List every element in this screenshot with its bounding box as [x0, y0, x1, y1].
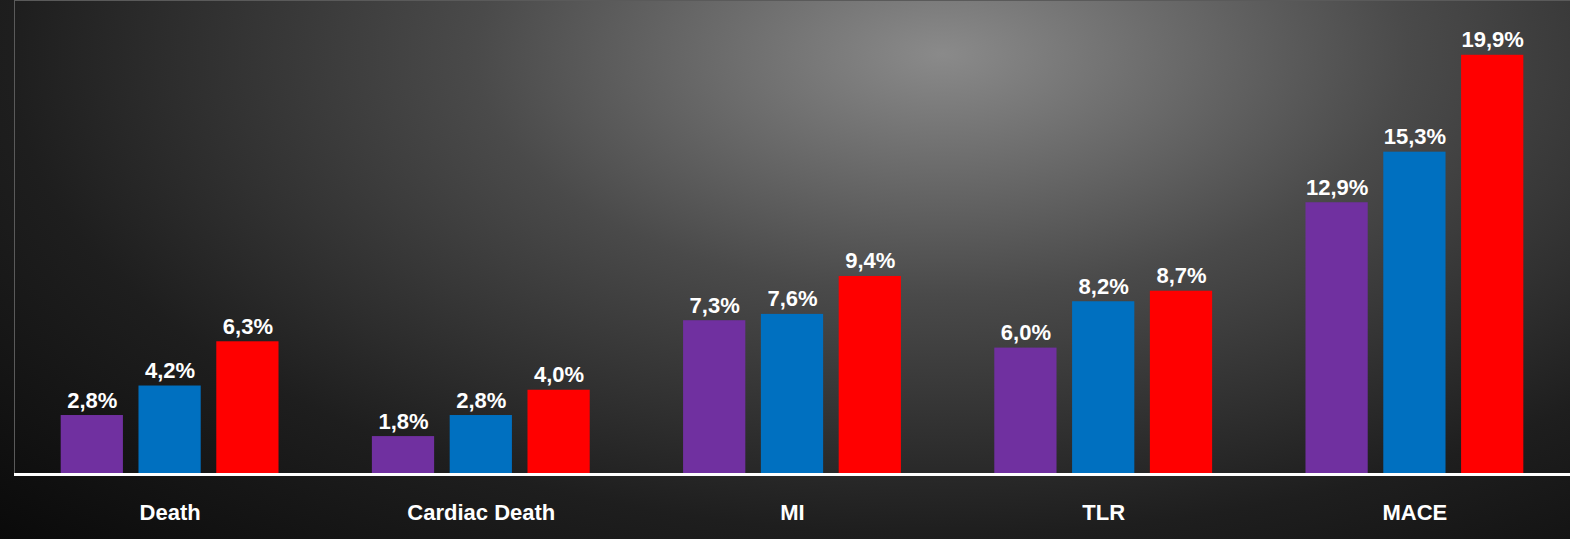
svg-text:6,0%: 6,0%	[1001, 320, 1051, 345]
svg-text:Cardiac Death: Cardiac Death	[407, 500, 555, 525]
svg-text:1,8%: 1,8%	[378, 409, 428, 434]
svg-text:6,3%: 6,3%	[223, 314, 273, 339]
svg-text:7,3%: 7,3%	[690, 293, 740, 318]
svg-text:12,9%: 12,9%	[1306, 175, 1368, 200]
svg-text:19,9%: 19,9%	[1462, 27, 1524, 52]
svg-text:15,3%: 15,3%	[1384, 124, 1446, 149]
svg-text:7,6%: 7,6%	[767, 286, 817, 311]
svg-text:8,2%: 8,2%	[1079, 274, 1129, 299]
svg-text:TLR: TLR	[1082, 500, 1125, 525]
svg-text:MACE: MACE	[1383, 500, 1448, 525]
svg-text:2,8%: 2,8%	[456, 388, 506, 413]
svg-text:8,7%: 8,7%	[1156, 263, 1206, 288]
svg-text:2,8%: 2,8%	[67, 388, 117, 413]
svg-text:4,2%: 4,2%	[145, 358, 195, 383]
svg-text:9,4%: 9,4%	[845, 248, 895, 273]
svg-text:Death: Death	[140, 500, 201, 525]
svg-text:MI: MI	[780, 500, 804, 525]
svg-text:4,0%: 4,0%	[534, 362, 584, 387]
